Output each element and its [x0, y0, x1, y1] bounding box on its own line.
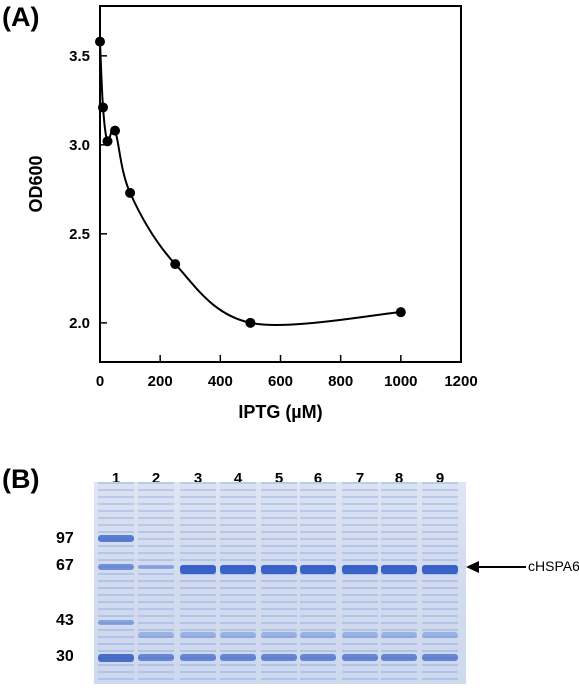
- protein-band: [138, 654, 174, 661]
- data-point: [95, 36, 105, 47]
- protein-band: [180, 632, 216, 638]
- od600-line-chart: 2.0 2.5 3.0 3.5 0 200 400 600 800 1000 1200 IPTG …: [26, 5, 478, 422]
- arrow-left-icon: [466, 561, 526, 573]
- protein-band: [98, 564, 134, 570]
- protein-band: [381, 632, 417, 638]
- sds-page-gel: [94, 482, 466, 684]
- gel-lane: [381, 482, 417, 684]
- y-tick-label: 2.0: [69, 315, 90, 332]
- x-tick-label: 0: [96, 373, 104, 390]
- lane-number: 5: [274, 470, 284, 487]
- x-tick-label: 600: [268, 373, 293, 390]
- lane-number: 7: [355, 470, 365, 487]
- protein-band: [300, 654, 336, 661]
- protein-band: [180, 654, 216, 661]
- data-point: [98, 102, 109, 113]
- protein-band: [381, 654, 417, 661]
- lane-number: 9: [435, 470, 445, 487]
- plot-frame: [99, 5, 462, 363]
- gel-lane: [220, 482, 256, 684]
- gel-lane: [422, 482, 458, 684]
- mw-label: 30: [56, 648, 74, 665]
- x-tick-label: 400: [208, 373, 233, 390]
- lane-number: 6: [313, 470, 323, 487]
- mw-label: 67: [56, 557, 74, 574]
- gel-lane: [98, 482, 134, 684]
- lane-number: 8: [394, 470, 404, 487]
- protein-band: [422, 565, 458, 574]
- protein-band: [342, 632, 378, 638]
- protein-band: [422, 654, 458, 661]
- protein-band: [342, 654, 378, 661]
- protein-band: [98, 654, 134, 662]
- protein-band: [342, 565, 378, 574]
- od600-curve: [99, 41, 401, 326]
- protein-band: [138, 632, 174, 638]
- y-tick-label: 3.0: [69, 137, 90, 154]
- protein-band: [422, 632, 458, 638]
- x-axis-title: IPTG (µM): [238, 402, 322, 422]
- protein-band: [220, 654, 256, 661]
- protein-band: [261, 654, 297, 661]
- panel-b-label: (B): [2, 464, 40, 494]
- gel-lane: [342, 482, 378, 684]
- protein-band: [138, 565, 174, 569]
- data-point: [110, 125, 121, 136]
- data-point: [170, 259, 181, 270]
- data-points: [95, 36, 406, 328]
- lane-number: 3: [193, 470, 203, 487]
- data-point: [395, 307, 406, 318]
- gel-lane: [300, 482, 336, 684]
- gel-lane: [180, 482, 216, 684]
- x-tick-label: 800: [328, 373, 353, 390]
- gel-lane: [138, 482, 174, 684]
- x-tick-label: 1000: [384, 373, 417, 390]
- protein-band: [180, 565, 216, 574]
- y-tick-label: 2.5: [69, 226, 90, 243]
- target-protein-label: cHSPA6: [528, 558, 579, 574]
- y-axis-title: OD600: [26, 155, 46, 212]
- protein-band: [220, 632, 256, 638]
- protein-band: [261, 565, 297, 574]
- x-axis-ticks: 0 200 400 600 800 1000 1200: [96, 355, 478, 390]
- protein-band: [98, 535, 134, 542]
- gel-lane: [261, 482, 297, 684]
- data-point: [125, 187, 136, 198]
- mw-label: 43: [56, 612, 74, 629]
- protein-band: [220, 565, 256, 574]
- protein-band: [261, 632, 297, 638]
- y-tick-label: 3.5: [69, 48, 90, 65]
- lane-number: 1: [111, 470, 121, 487]
- data-point: [102, 136, 113, 147]
- protein-band: [300, 565, 336, 574]
- mw-label: 97: [56, 530, 74, 547]
- lane-number: 2: [151, 470, 161, 487]
- plot-border: [99, 5, 462, 363]
- data-point: [245, 317, 256, 328]
- protein-band: [300, 632, 336, 638]
- x-tick-label: 1200: [444, 373, 477, 390]
- protein-band: [98, 620, 134, 625]
- x-tick-label: 200: [148, 373, 173, 390]
- protein-band: [381, 565, 417, 574]
- panel-a-label: (A): [2, 2, 40, 32]
- lane-number: 4: [233, 470, 243, 487]
